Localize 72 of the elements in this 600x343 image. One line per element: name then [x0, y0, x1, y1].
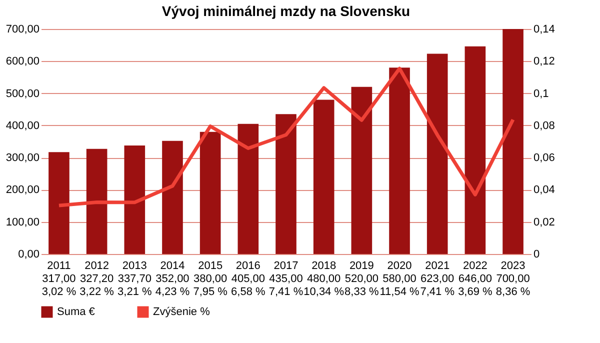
y2-tick-label: 0,14 [534, 24, 555, 36]
data-label: 8,36 % [496, 286, 530, 298]
y-tick-label: 200,00 [6, 184, 40, 196]
bar [313, 100, 334, 254]
bar [124, 145, 146, 254]
y-tick-label: 300,00 [6, 152, 40, 164]
y-tick-label: 600,00 [6, 56, 40, 68]
bar [389, 68, 410, 254]
y-tick-label: 100,00 [6, 216, 40, 228]
y-tick-label: 400,00 [6, 120, 40, 132]
data-label: 327,20 [80, 273, 114, 285]
data-label: 700,00 [496, 273, 530, 285]
x-tick-label: 2015 [198, 260, 223, 272]
data-label: 520,00 [344, 273, 379, 285]
bar [351, 86, 372, 254]
x-tick-label: 2023 [500, 260, 526, 272]
x-tick-label: 2012 [84, 260, 110, 272]
line-series [57, 66, 515, 208]
y2-tick-label: 0,04 [534, 184, 555, 196]
x-tick-label: 2016 [236, 260, 260, 272]
y2-tick-label: 0,1 [534, 88, 549, 100]
y2-tick-label: 0,06 [534, 152, 555, 164]
data-label: 646,00 [458, 273, 492, 285]
data-label: 380,00 [193, 273, 228, 285]
y-tick-label: 500,00 [6, 88, 40, 100]
y2-tick-label: 0,12 [534, 56, 555, 68]
data-label: 7,41 % [420, 286, 455, 298]
x-tick-label: 2011 [47, 260, 71, 272]
x-tick-label: 2021 [425, 260, 450, 272]
data-label: 3,02 % [42, 286, 76, 298]
data-label: 10,34 % [304, 286, 344, 298]
data-label: 3,21 % [118, 286, 152, 298]
data-label: 480,00 [307, 273, 341, 285]
data-label: 7,41 % [268, 286, 304, 298]
legend-label: Zvýšenie % [153, 306, 210, 318]
x-tick-label: 2013 [122, 260, 147, 272]
x-tick-label: 2019 [349, 260, 374, 272]
chart-title: Vývoj minimálnej mzdy na Slovensku [162, 3, 410, 19]
data-label: 337,70 [118, 273, 152, 285]
data-label: 6,58 % [231, 286, 266, 298]
data-label: 435,00 [269, 273, 303, 285]
data-label: 8,33 % [344, 286, 380, 298]
data-label: 317,00 [42, 273, 76, 285]
x-tick-label: 2020 [387, 260, 412, 272]
y-tick-label: 0,00 [18, 248, 40, 260]
data-label: 4,23 % [155, 286, 190, 298]
bar [86, 148, 108, 254]
x-tick-label: 2018 [312, 260, 336, 272]
data-label: 11,54 % [380, 286, 420, 298]
x-tick-label: 2014 [160, 260, 185, 272]
bar [426, 54, 448, 254]
y-tick-label: 700,00 [6, 24, 40, 36]
data-label: 3,22 % [80, 286, 114, 298]
x-tick-label: 2017 [274, 260, 298, 272]
data-label: 7,95 % [193, 286, 228, 298]
bar [276, 114, 296, 254]
legend-label: Suma € [57, 306, 95, 318]
y2-tick-label: 0 [534, 248, 540, 260]
bar [238, 124, 259, 254]
y2-tick-label: 0,02 [534, 216, 555, 228]
bar [464, 46, 486, 254]
bar [48, 152, 70, 254]
y2-tick-label: 0,08 [534, 120, 555, 132]
x-tick-label: 2022 [462, 260, 488, 272]
data-label: 623,00 [420, 273, 454, 285]
data-label: 3,69 % [458, 286, 493, 298]
data-label: 405,00 [231, 273, 265, 285]
data-label: 580,00 [382, 273, 416, 285]
bar [502, 29, 524, 254]
bar [200, 132, 221, 254]
bar [162, 140, 183, 254]
data-label: 352,00 [156, 273, 190, 285]
